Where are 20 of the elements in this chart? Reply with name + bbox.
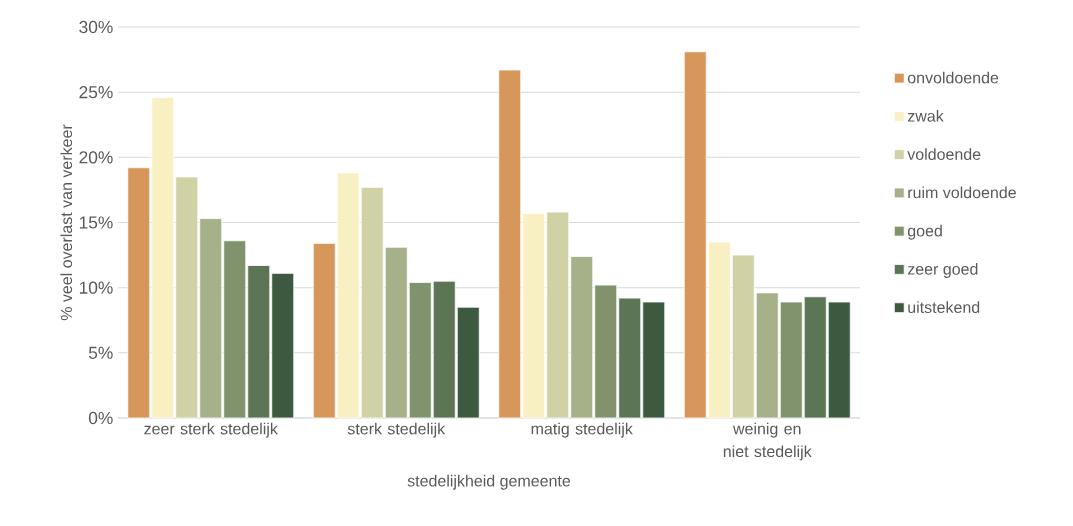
x-tick-label: zeer sterk stedelijk <box>144 422 278 438</box>
x-axis-title: stedelijkheid gemeente <box>407 474 571 490</box>
y-tick-label: 30% <box>79 20 113 34</box>
legend-label: zeer goed <box>907 263 978 278</box>
y-tick-label: 15% <box>79 216 113 229</box>
legend-label: goed <box>907 224 942 240</box>
y-tick-label: 20% <box>79 151 113 164</box>
y-tick-label: 5% <box>88 346 113 359</box>
y-tick-label: 0% <box>88 411 113 425</box>
legend-label: ruim voldoende <box>908 186 1016 199</box>
legend-label: voldoende <box>907 148 981 160</box>
y-axis-title: % veel overlast van verkeer <box>60 124 73 321</box>
legend-label: uitstekend <box>908 301 980 314</box>
x-tick-label: sterk stedelijk <box>347 422 446 438</box>
x-tick-label: matig stedelijk <box>531 422 633 438</box>
x-tick-label: weinig en niet stedelijk <box>723 422 812 461</box>
legend-label: zwak <box>907 109 944 122</box>
legend-label: onvoldoende <box>907 71 999 84</box>
y-tick-label: 10% <box>79 281 113 294</box>
y-tick-label: 25% <box>79 86 113 99</box>
